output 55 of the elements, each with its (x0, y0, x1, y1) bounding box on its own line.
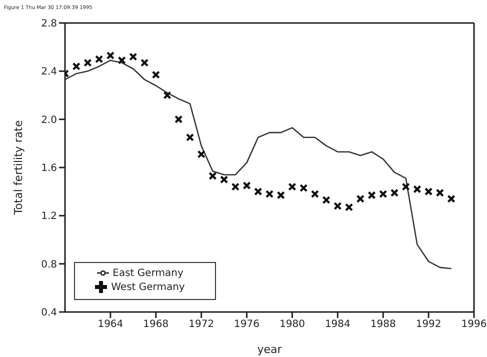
x-tick-label: 1984 (324, 319, 350, 330)
x-tick-label: 1976 (234, 319, 260, 330)
point (94, 55, 104, 64)
y-tick-label: 1.6 (41, 163, 57, 174)
point (197, 150, 206, 158)
point (276, 191, 285, 200)
point (299, 184, 308, 192)
point (310, 190, 320, 198)
point (322, 196, 330, 204)
point (140, 58, 149, 67)
point (334, 202, 342, 210)
y-axis-title: Total fertility rate (12, 120, 25, 216)
x-tick-label: 1988 (370, 319, 396, 330)
point (231, 182, 240, 191)
point (72, 62, 80, 70)
line-series (65, 60, 452, 270)
y-tick-label: 2.0 (41, 114, 57, 126)
point (436, 188, 444, 197)
x-tick-label: 1996 (461, 319, 487, 330)
x-tick-label: 1992 (416, 319, 442, 330)
point (118, 56, 126, 64)
point (152, 70, 160, 79)
point (356, 194, 364, 203)
x-tick-label: 1972 (188, 319, 214, 330)
point (208, 172, 217, 180)
legend-label: East Germany (112, 268, 184, 279)
point (186, 133, 194, 142)
point (413, 185, 422, 194)
x-axis-title: year (257, 343, 282, 356)
point (174, 115, 183, 124)
y-tick-label: 2.4 (41, 66, 57, 78)
point (106, 51, 115, 60)
x-tick-label: 1968 (143, 319, 169, 330)
point (129, 52, 138, 61)
y-tick-label: 0.4 (41, 308, 57, 319)
point (265, 190, 274, 198)
point (288, 182, 296, 191)
point (254, 187, 262, 196)
point (379, 190, 388, 198)
legend-label: West Germany (111, 282, 185, 293)
point (84, 58, 92, 67)
point (447, 194, 456, 203)
point (220, 175, 228, 184)
point (344, 203, 354, 212)
y-tick-label: 2.8 (41, 18, 57, 30)
point (424, 187, 433, 196)
point (390, 188, 399, 197)
point (402, 182, 410, 191)
y-tick-label: 0.8 (41, 259, 57, 270)
x-tick-label: 1980 (279, 319, 305, 330)
point (163, 91, 172, 100)
point (368, 191, 376, 200)
x-tick-label: 1964 (98, 319, 124, 330)
y-tick-label: 1.2 (41, 211, 57, 222)
point (242, 181, 251, 190)
